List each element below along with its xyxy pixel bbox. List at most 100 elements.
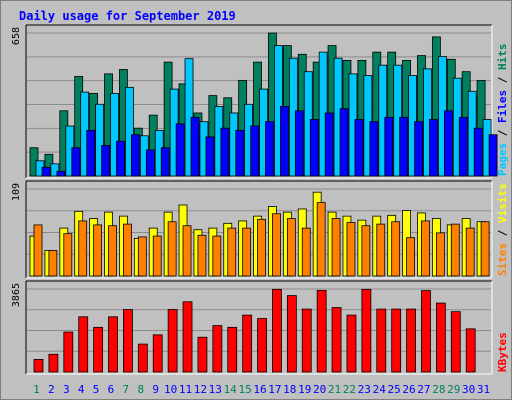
bar-kbytes-day-22 bbox=[346, 314, 357, 373]
bar-pages-day-13 bbox=[220, 127, 230, 177]
bar-pages-day-12 bbox=[205, 136, 215, 177]
x-tick-label-day-14: 14 bbox=[224, 383, 238, 396]
bar-pages-day-8 bbox=[145, 149, 155, 177]
bar-pages-day-28 bbox=[443, 110, 453, 177]
x-tick-label-day-5: 5 bbox=[93, 383, 100, 396]
bar-sites-day-21 bbox=[331, 218, 341, 277]
bar-sites-day-7 bbox=[123, 223, 132, 277]
x-tick-label-day-27: 27 bbox=[417, 383, 430, 396]
bar-kbytes-day-19 bbox=[301, 308, 312, 373]
bar-pages-day-16 bbox=[265, 121, 274, 177]
x-tick-label-day-6: 6 bbox=[108, 383, 115, 396]
bar-pages-day-18 bbox=[294, 110, 304, 177]
x-tick-label-day-30: 30 bbox=[462, 383, 475, 396]
bar-files-day-6 bbox=[110, 93, 119, 177]
x-tick-label-day-22: 22 bbox=[343, 383, 356, 396]
bar-kbytes-day-2 bbox=[48, 353, 59, 373]
x-tick-label-day-16: 16 bbox=[253, 383, 266, 396]
bar-sites-day-31 bbox=[480, 221, 490, 277]
bar-sites-day-11 bbox=[182, 225, 192, 277]
bar-kbytes-day-28 bbox=[435, 302, 446, 373]
x-tick-label-day-13: 13 bbox=[209, 383, 222, 396]
x-tick-label-day-17: 17 bbox=[268, 383, 281, 396]
panel-hits-legend: Pages / Files / Hits bbox=[496, 44, 509, 177]
bar-kbytes-day-15 bbox=[242, 314, 253, 373]
x-tick-label-day-11: 11 bbox=[179, 383, 192, 396]
bar-sites-day-26 bbox=[406, 237, 415, 277]
bar-kbytes-day-1 bbox=[33, 359, 44, 373]
bar-pages-day-23 bbox=[369, 121, 379, 177]
bar-pages-day-21 bbox=[339, 108, 349, 177]
bar-kbytes-day-16 bbox=[257, 318, 267, 373]
bar-kbytes-day-8 bbox=[137, 343, 148, 373]
x-tick-label-day-8: 8 bbox=[137, 383, 144, 396]
bar-kbytes-day-3 bbox=[63, 331, 74, 373]
x-tick-label-day-10: 10 bbox=[164, 383, 177, 396]
bar-kbytes-day-25 bbox=[391, 308, 402, 373]
x-tick-label-day-18: 18 bbox=[283, 383, 296, 396]
bar-sites-day-29 bbox=[450, 223, 460, 277]
x-tick-label-day-29: 29 bbox=[447, 383, 460, 396]
bar-pages-day-3 bbox=[71, 147, 81, 177]
bar-pages-day-15 bbox=[250, 125, 260, 177]
bar-sites-day-28 bbox=[435, 232, 445, 277]
x-tick-label-day-28: 28 bbox=[432, 383, 445, 396]
bar-kbytes-day-23 bbox=[361, 288, 372, 373]
bar-sites-day-27 bbox=[421, 220, 430, 277]
bar-pages-day-1 bbox=[41, 166, 51, 177]
bar-pages-day-26 bbox=[414, 121, 423, 177]
bar-sites-day-22 bbox=[346, 222, 356, 277]
bar-kbytes-day-29 bbox=[450, 311, 461, 373]
x-tick-label-day-3: 3 bbox=[63, 383, 70, 396]
bar-kbytes-day-24 bbox=[376, 308, 387, 373]
bar-sites-day-13 bbox=[212, 235, 222, 277]
bar-sites-day-10 bbox=[167, 221, 177, 277]
panel-kbytes-max-label: 3865 bbox=[11, 283, 22, 307]
x-tick-label-day-7: 7 bbox=[123, 383, 130, 396]
x-tick-label-day-2: 2 bbox=[48, 383, 55, 396]
bar-kbytes-day-13 bbox=[212, 325, 223, 373]
bar-pages-day-10 bbox=[175, 123, 185, 177]
legend-label-pages: Pages bbox=[496, 143, 509, 176]
bar-pages-day-2 bbox=[56, 170, 66, 177]
bar-pages-day-17 bbox=[280, 106, 289, 177]
legend-separator: / bbox=[496, 223, 509, 243]
bar-sites-day-12 bbox=[197, 234, 207, 277]
bar-sites-day-30 bbox=[465, 227, 475, 277]
bar-kbytes-day-11 bbox=[182, 301, 193, 373]
bar-sites-day-6 bbox=[108, 225, 117, 277]
panel-visits-max-label: 109 bbox=[11, 183, 22, 201]
bar-sites-day-17 bbox=[272, 213, 281, 277]
bar-files-day-2 bbox=[50, 163, 60, 177]
bar-kbytes-day-9 bbox=[152, 334, 163, 373]
x-tick-label-day-19: 19 bbox=[298, 383, 311, 396]
legend-separator: / bbox=[496, 123, 509, 143]
x-tick-label-day-12: 12 bbox=[194, 383, 207, 396]
x-tick-label-day-20: 20 bbox=[313, 383, 326, 396]
bar-sites-day-3 bbox=[63, 233, 73, 277]
legend-separator: / bbox=[496, 70, 509, 90]
panel-visits-legend: Sites / Visits bbox=[496, 183, 509, 276]
bar-pages-day-29 bbox=[458, 116, 468, 177]
legend-label-files: Files bbox=[496, 90, 509, 123]
bar-sites-day-8 bbox=[137, 236, 147, 277]
bar-sites-day-20 bbox=[316, 202, 326, 277]
bar-sites-day-4 bbox=[78, 220, 88, 277]
bar-pages-day-7 bbox=[131, 134, 140, 177]
x-tick-label-day-15: 15 bbox=[238, 383, 251, 396]
legend-label-visits: Visits bbox=[496, 183, 509, 223]
bar-kbytes-day-12 bbox=[197, 336, 208, 373]
legend-label-sites: Sites bbox=[496, 243, 509, 276]
bar-kbytes-day-18 bbox=[286, 295, 297, 373]
x-tick-label-day-23: 23 bbox=[358, 383, 371, 396]
bar-kbytes-day-14 bbox=[227, 326, 238, 373]
panel-hits-max-label: 658 bbox=[11, 27, 22, 45]
x-tick-label-day-9: 9 bbox=[152, 383, 159, 396]
bar-kbytes-day-5 bbox=[93, 326, 104, 373]
bar-kbytes-day-10 bbox=[167, 309, 178, 373]
bar-pages-day-6 bbox=[116, 140, 125, 177]
bar-kbytes-day-7 bbox=[123, 309, 133, 373]
bar-pages-day-19 bbox=[309, 119, 319, 177]
